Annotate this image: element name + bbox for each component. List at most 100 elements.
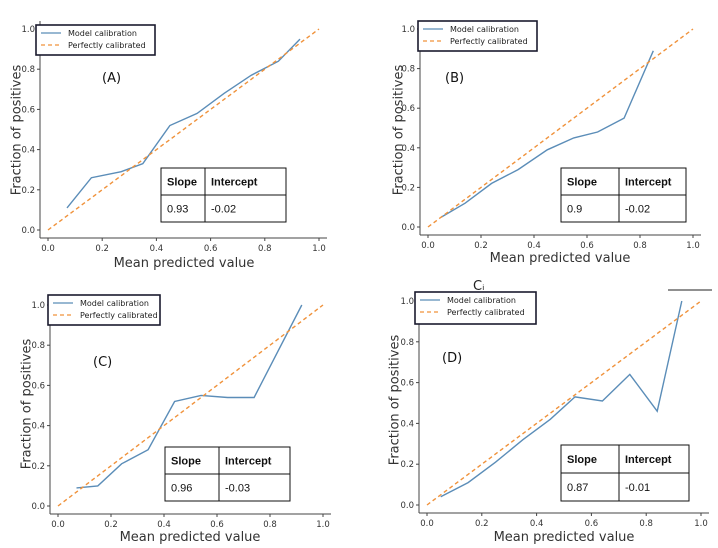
legend-entry: Model calibration <box>450 25 519 34</box>
x-tick-label: 0.0 <box>41 244 55 254</box>
x-tick-label: 0.4 <box>527 241 541 251</box>
table-header: Intercept <box>225 456 272 468</box>
x-tick-label: 0.8 <box>633 241 647 251</box>
table-header: Slope <box>167 177 197 189</box>
stats-table: Slope Intercept 0.9 -0.02 <box>560 167 687 223</box>
x-tick-label: 0.6 <box>204 244 218 254</box>
y-tick-label: 0.2 <box>31 462 45 472</box>
table-value: -0.02 <box>211 204 236 216</box>
y-tick-label: 0.6 <box>400 379 414 389</box>
y-tick-label: 0.2 <box>401 183 415 193</box>
panel-label: (A) <box>102 71 121 86</box>
x-tick-label: 0.2 <box>95 244 109 254</box>
table-value: -0.03 <box>225 483 250 495</box>
x-axis-label: Mean predicted value <box>490 251 631 266</box>
legend-box <box>35 24 156 56</box>
x-tick-label: 0.2 <box>104 520 118 530</box>
x-axis-label: Mean predicted value <box>494 530 635 545</box>
y-tick-label: 1.0 <box>401 25 415 35</box>
x-tick-label: 0.0 <box>421 241 435 251</box>
calibration-panel-a: 0.0 0.2 0.4 0.6 0.8 1.0 0.0 0.2 0.4 0.6 0.8 1.0 Mean… <box>9 21 327 271</box>
y-tick-label: 0.0 <box>31 502 45 512</box>
legend-entry: Perfectly calibrated <box>80 311 158 320</box>
x-tick-label: 1.0 <box>686 241 700 251</box>
x-axis-label: Mean predicted value <box>120 530 261 545</box>
x-tick-label: 0.8 <box>639 519 653 529</box>
table-value: 0.96 <box>171 483 192 495</box>
x-tick-label: 1.0 <box>312 244 326 254</box>
y-axis-label: Fraction of positives <box>9 65 24 196</box>
legend-entry: Perfectly calibrated <box>68 41 146 50</box>
x-tick-label: 1.0 <box>694 519 708 529</box>
x-axis-label: Mean predicted value <box>114 256 255 271</box>
x-tick-label: 0.4 <box>150 244 164 254</box>
perfectly-calibrated-line <box>47 28 320 231</box>
legend-box <box>417 20 538 52</box>
y-tick-label: 0.0 <box>21 226 35 236</box>
calibration-panel-d: 0.0 0.2 0.4 0.6 0.8 1.0 0.0 0.2 0.4 0.6 0.8 1.0 Mean… <box>387 291 709 545</box>
y-tick-label: 0.2 <box>400 460 414 470</box>
x-tick-label: 0.4 <box>530 519 544 529</box>
x-tick-label: 0.6 <box>580 241 594 251</box>
model-calibration-line <box>66 38 301 209</box>
x-tick-label: 0.6 <box>585 519 599 529</box>
x-tick-label: 0.2 <box>474 241 488 251</box>
x-tick-label: 0.8 <box>263 520 277 530</box>
y-tick-label: 0.2 <box>21 186 35 196</box>
legend-box <box>414 291 537 325</box>
calibration-panel-b: 0.0 0.2 0.4 0.6 0.8 1.0 0.0 0.2 0.4 0.6 0.8 1.0 Mean… <box>391 20 701 266</box>
y-tick-label: 0.4 <box>400 419 414 429</box>
stats-table: Slope Intercept 0.87 -0.01 <box>560 444 690 502</box>
x-tick-label: 0.4 <box>157 520 171 530</box>
y-tick-label: 0.6 <box>31 381 45 391</box>
panel-label: (D) <box>442 351 462 366</box>
y-axis-label: Fraction of positives <box>387 335 402 466</box>
table-value: -0.02 <box>625 204 650 216</box>
y-tick-label: 0.0 <box>401 223 415 233</box>
legend-entry: Model calibration <box>68 29 137 38</box>
y-tick-label: 1.0 <box>400 297 414 307</box>
model-calibration-line <box>440 50 654 218</box>
x-tick-label: 0.0 <box>420 519 434 529</box>
legend-entry: Perfectly calibrated <box>447 308 525 317</box>
stray-label: Cᵢ <box>473 279 484 294</box>
y-tick-label: 1.0 <box>21 25 35 35</box>
y-axis-label: Fraction of positives <box>19 339 34 470</box>
panel-label: (B) <box>445 71 464 86</box>
table-header: Intercept <box>625 177 672 189</box>
y-tick-label: 0.8 <box>401 65 415 75</box>
table-value: 0.9 <box>567 204 582 216</box>
calibration-panel-c: 0.0 0.2 0.4 0.6 0.8 1.0 0.0 0.2 0.4 0.6 0.8 1.0 Mean… <box>19 294 331 545</box>
stats-table: Slope Intercept 0.93 -0.02 <box>160 167 287 223</box>
table-value: -0.01 <box>625 482 650 494</box>
model-calibration-line <box>76 304 303 489</box>
perfectly-calibrated-line <box>427 28 694 228</box>
y-tick-label: 0.8 <box>400 338 414 348</box>
y-tick-label: 1.0 <box>31 301 45 311</box>
x-tick-label: 0.0 <box>51 520 65 530</box>
panel-label: (C) <box>93 355 112 370</box>
y-tick-label: 0.4 <box>31 422 45 432</box>
y-tick-label: 0.4 <box>21 146 35 156</box>
model-calibration-line <box>440 300 683 498</box>
y-tick-label: 0.8 <box>31 341 45 351</box>
y-tick-label: 0.8 <box>21 65 35 75</box>
legend-entry: Perfectly calibrated <box>450 37 528 46</box>
y-tick-label: 0.6 <box>21 105 35 115</box>
table-header: Intercept <box>625 454 672 466</box>
x-tick-label: 1.0 <box>316 520 330 530</box>
perfectly-calibrated-line <box>426 300 702 506</box>
table-header: Slope <box>567 177 597 189</box>
y-tick-label: 0.0 <box>400 501 414 511</box>
table-value: 0.87 <box>567 482 588 494</box>
legend-entry: Model calibration <box>447 296 516 305</box>
y-tick-label: 0.4 <box>401 144 415 154</box>
legend-entry: Model calibration <box>80 299 149 308</box>
y-tick-label: 0.6 <box>401 104 415 114</box>
stats-table: Slope Intercept 0.96 -0.03 <box>164 446 291 502</box>
table-value: 0.93 <box>167 204 188 216</box>
x-tick-label: 0.6 <box>210 520 224 530</box>
y-axis-label: Fraction of positives <box>391 65 406 196</box>
table-header: Slope <box>567 454 597 466</box>
